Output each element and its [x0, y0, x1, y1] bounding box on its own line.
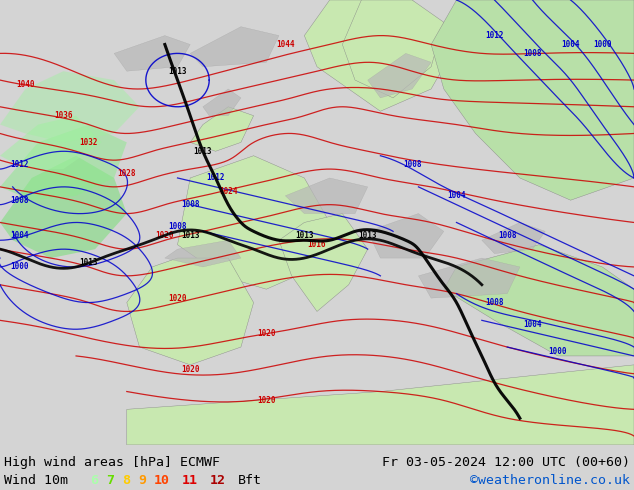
Text: 1032: 1032 [79, 138, 98, 147]
Text: 1004: 1004 [10, 231, 29, 240]
Polygon shape [190, 26, 279, 67]
Text: 1020: 1020 [155, 231, 174, 240]
Polygon shape [127, 258, 254, 365]
Polygon shape [304, 0, 456, 111]
Text: 1044: 1044 [276, 40, 295, 49]
Text: 1013: 1013 [79, 258, 98, 267]
Polygon shape [0, 124, 127, 200]
Text: 1000: 1000 [593, 40, 612, 49]
Text: 1024: 1024 [219, 187, 238, 196]
Polygon shape [444, 245, 634, 356]
Text: 11: 11 [182, 474, 198, 487]
Polygon shape [0, 71, 139, 143]
Text: 1000: 1000 [10, 263, 29, 271]
Polygon shape [285, 178, 368, 214]
Text: 1004: 1004 [561, 40, 580, 49]
Text: 1020: 1020 [257, 329, 276, 338]
Text: 1012: 1012 [10, 160, 29, 169]
Text: High wind areas [hPa] ECMWF: High wind areas [hPa] ECMWF [4, 456, 220, 469]
Polygon shape [368, 53, 431, 98]
Text: 1013: 1013 [181, 231, 200, 240]
Text: 1012: 1012 [485, 31, 504, 40]
Polygon shape [418, 258, 520, 298]
Polygon shape [368, 214, 444, 258]
Text: 1008: 1008 [403, 160, 422, 169]
Text: 1008: 1008 [181, 200, 200, 209]
Text: 12: 12 [210, 474, 226, 487]
Polygon shape [190, 107, 254, 151]
Text: 1000: 1000 [548, 347, 567, 356]
Polygon shape [114, 36, 190, 71]
Text: 1028: 1028 [117, 169, 136, 178]
Text: 10: 10 [154, 474, 170, 487]
Text: 1016: 1016 [307, 240, 327, 249]
Text: 1008: 1008 [498, 231, 517, 240]
Text: 1008: 1008 [485, 298, 504, 307]
Polygon shape [127, 365, 634, 445]
Text: 1013: 1013 [295, 231, 314, 240]
Text: 6: 6 [90, 474, 98, 487]
Text: 8: 8 [122, 474, 130, 487]
Polygon shape [165, 240, 241, 267]
Text: 1020: 1020 [181, 365, 200, 374]
Polygon shape [0, 156, 127, 258]
Text: 1036: 1036 [54, 111, 73, 120]
Polygon shape [482, 222, 545, 254]
Text: 1020: 1020 [168, 294, 187, 303]
Polygon shape [431, 0, 634, 200]
Text: 7: 7 [106, 474, 114, 487]
Text: 1004: 1004 [447, 191, 466, 200]
Text: 1013: 1013 [193, 147, 212, 156]
Text: 1012: 1012 [206, 173, 225, 182]
Text: Wind 10m: Wind 10m [4, 474, 68, 487]
Text: Bft: Bft [238, 474, 262, 487]
Polygon shape [0, 116, 101, 169]
Polygon shape [342, 0, 444, 98]
Text: 1008: 1008 [523, 49, 542, 58]
Text: Fr 03-05-2024 12:00 UTC (00+60): Fr 03-05-2024 12:00 UTC (00+60) [382, 456, 630, 469]
Text: 1013: 1013 [358, 231, 377, 240]
Text: 1040: 1040 [16, 80, 35, 89]
Text: 1008: 1008 [10, 196, 29, 205]
Text: ©weatheronline.co.uk: ©weatheronline.co.uk [470, 474, 630, 487]
Text: 1004: 1004 [523, 320, 542, 329]
Text: 1020: 1020 [257, 396, 276, 405]
Text: 1013: 1013 [168, 67, 187, 75]
Polygon shape [279, 214, 368, 312]
Text: 1008: 1008 [168, 222, 187, 231]
Polygon shape [203, 89, 241, 116]
Text: 9: 9 [138, 474, 146, 487]
Polygon shape [178, 156, 330, 289]
